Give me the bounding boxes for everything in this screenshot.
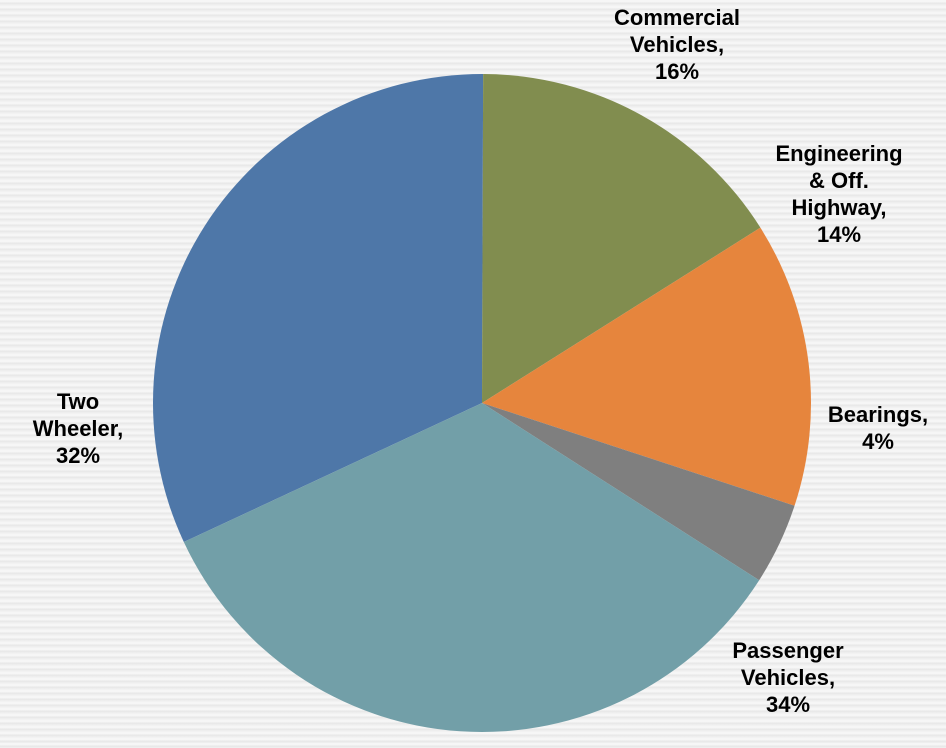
data-label-passenger-vehicles: Passenger Vehicles, 34% bbox=[732, 638, 844, 717]
data-label-line: Engineering bbox=[775, 141, 902, 166]
data-label-line: 34% bbox=[766, 692, 810, 717]
slice-commercial-vehicles bbox=[482, 74, 761, 403]
slice-two-wheeler bbox=[152, 73, 484, 543]
data-label-line: & Off. bbox=[809, 168, 869, 193]
data-label-line: 4% bbox=[862, 429, 894, 454]
data-label-line: Highway, bbox=[792, 195, 887, 220]
data-label-line: 32% bbox=[56, 443, 100, 468]
data-label-line: Two bbox=[57, 389, 99, 414]
data-label-line: Commercial bbox=[614, 5, 740, 30]
slice-engineering-off-highway bbox=[482, 227, 812, 506]
data-label-commercial-vehicles: Commercial Vehicles, 16% bbox=[614, 5, 740, 84]
data-label-two-wheeler: Two Wheeler, 32% bbox=[33, 389, 123, 468]
data-label-line: Wheeler, bbox=[33, 416, 123, 441]
data-label-line: 16% bbox=[655, 59, 699, 84]
data-label-line: Vehicles, bbox=[741, 665, 835, 690]
data-label-bearings: Bearings, 4% bbox=[828, 402, 928, 454]
slice-bearings bbox=[482, 403, 795, 581]
slices-layer bbox=[152, 73, 812, 733]
data-label-line: Passenger bbox=[732, 638, 844, 663]
labels-layer: Two Wheeler, 32%Commercial Vehicles, 16%Engi… bbox=[33, 5, 928, 717]
data-label-line: Bearings, bbox=[828, 402, 928, 427]
data-label-line: Vehicles, bbox=[630, 32, 724, 57]
data-label-line: 14% bbox=[817, 222, 861, 247]
slice-passenger-vehicles bbox=[183, 403, 760, 733]
data-label-engineering-off-highway: Engineering & Off. Highway, 14% bbox=[775, 141, 902, 247]
